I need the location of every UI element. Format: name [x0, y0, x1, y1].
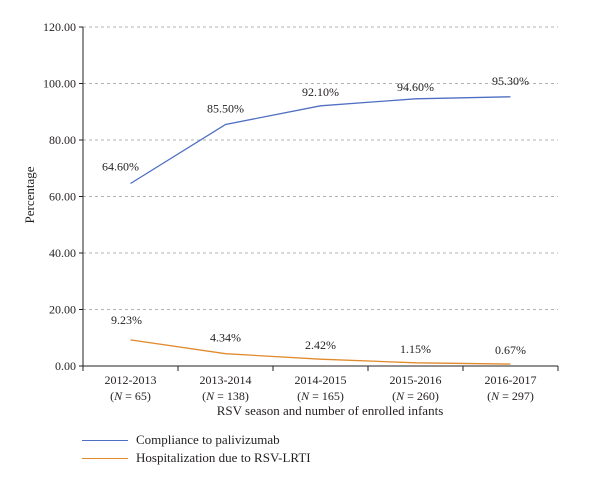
series-line-compliance [130, 96, 511, 185]
x-tick-label-n: (N = 65) [110, 389, 151, 403]
data-labels: 64.60% 85.50% 92.10% 94.60% 95.30% 9.23% 4.34%… [102, 74, 529, 357]
line-chart: 0.00 20.00 40.00 60.00 80.00 100.00 120.00 201… [22, 20, 559, 418]
data-label: 4.34% [210, 331, 241, 345]
y-tick-labels: 0.00 20.00 40.00 60.00 80.00 100.00 120.00 [43, 20, 76, 373]
x-tick-label-season: 2012-2013 [105, 373, 157, 387]
legend-label: Compliance to palivizumab [136, 432, 280, 447]
y-tick-label: 100.00 [43, 77, 76, 91]
axes [79, 26, 559, 371]
data-label: 0.67% [495, 343, 526, 357]
data-label: 94.60% [397, 80, 434, 94]
x-tick-labels: 2012-2013 (N = 65) 2013-2014 (N = 138) 2014-… [105, 373, 537, 403]
series-line-hospitalization [130, 339, 511, 365]
y-tick-label: 80.00 [49, 133, 76, 147]
grid-lines [83, 26, 558, 310]
legend: Compliance to palivizumab Hospitalizatio… [82, 431, 311, 467]
data-label: 1.15% [400, 342, 431, 356]
data-label: 92.10% [302, 85, 339, 99]
data-label: 64.60% [102, 160, 139, 174]
x-tick-label-season: 2015-2016 [390, 373, 442, 387]
x-axis-title: RSV season and number of enrolled infant… [217, 403, 444, 418]
y-tick-label: 60.00 [49, 190, 76, 204]
y-tick-label: 0.00 [55, 359, 76, 373]
x-tick-label-season: 2013-2014 [200, 373, 252, 387]
x-tick-label-n: (N = 138) [202, 389, 249, 403]
legend-swatch [82, 439, 128, 441]
legend-swatch [82, 457, 128, 459]
y-tick-label: 40.00 [49, 246, 76, 260]
data-label: 9.23% [111, 313, 142, 327]
x-tick-label-n: (N = 297) [487, 389, 534, 403]
x-tick-label-n: (N = 165) [297, 389, 344, 403]
legend-item-hospitalization: Hospitalization due to RSV-LRTI [82, 449, 311, 467]
x-tick-label-n: (N = 260) [392, 389, 439, 403]
x-tick-label-season: 2016-2017 [485, 373, 537, 387]
legend-label: Hospitalization due to RSV-LRTI [136, 450, 311, 465]
y-tick-label: 120.00 [43, 20, 76, 34]
data-label: 85.50% [207, 101, 244, 115]
data-label: 95.30% [492, 74, 529, 88]
y-tick-label: 20.00 [49, 303, 76, 317]
legend-item-compliance: Compliance to palivizumab [82, 431, 311, 449]
y-axis-title: Percentage [22, 166, 37, 223]
x-tick-label-season: 2014-2015 [295, 373, 347, 387]
series-lines [130, 96, 511, 365]
data-label: 2.42% [305, 338, 336, 352]
